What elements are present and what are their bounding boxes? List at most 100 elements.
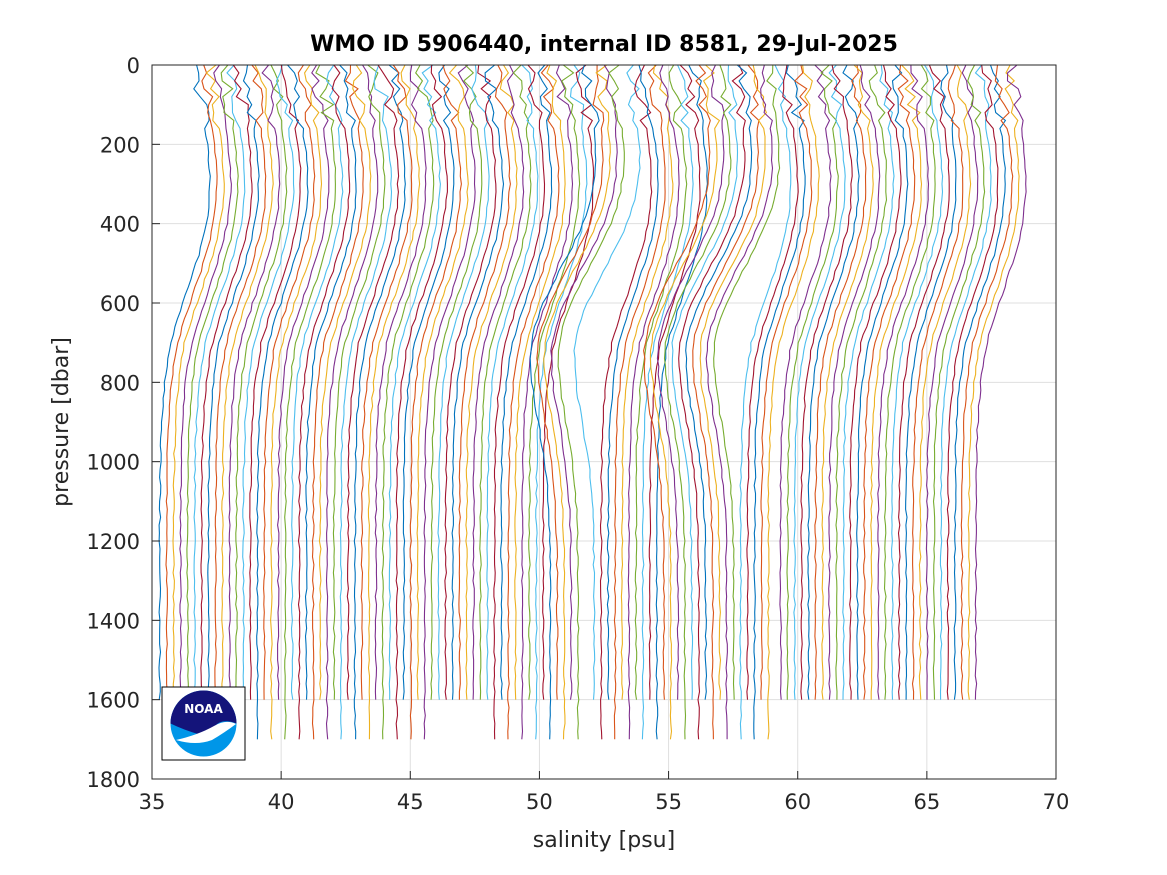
salinity-profile-line: [891, 64, 944, 700]
salinity-profile-line: [655, 64, 708, 740]
salinity-profile-line: [641, 64, 694, 740]
salinity-profile-line: [536, 64, 605, 700]
salinity-profile-line: [835, 64, 888, 700]
salinity-profile-line: [521, 64, 574, 740]
y-tick-label: 200: [100, 133, 140, 157]
salinity-profile-line: [207, 64, 260, 700]
salinity-profile-line: [249, 64, 302, 700]
salinity-profile-line: [290, 64, 344, 700]
salinity-profile-line: [779, 64, 832, 700]
salinity-profile-line: [543, 64, 611, 740]
salinity-profile-line: [918, 64, 972, 700]
salinity-profile-line: [953, 64, 1007, 700]
salinity-profile-line: [395, 64, 448, 740]
salinity-profile-line: [529, 64, 600, 740]
salinity-profile-line: [828, 64, 881, 700]
salinity-profile-line: [402, 64, 455, 700]
salinity-profile-line: [458, 64, 511, 700]
salinity-profile-line: [814, 64, 867, 700]
y-tick-label: 0: [127, 54, 140, 78]
salinity-profile-line: [500, 64, 553, 700]
salinity-profile-line: [186, 64, 239, 700]
salinity-profile-line: [423, 64, 476, 740]
salinity-profile-line: [842, 64, 895, 700]
salinity-profile-line: [451, 64, 505, 700]
salinity-profile-line: [821, 64, 874, 700]
salinity-profile-line: [535, 64, 588, 740]
salinity-profile-line: [179, 64, 232, 700]
salinity-profile-line: [514, 64, 566, 700]
salinity-profile-line: [318, 64, 372, 700]
salinity-profile-line: [925, 64, 979, 700]
salinity-profile-line: [974, 64, 1027, 700]
salinity-profile-line: [444, 64, 497, 700]
salinity-profile-line: [634, 64, 688, 700]
salinity-profile-line: [753, 64, 806, 740]
profiles-group: [158, 64, 1027, 740]
salinity-profile-line: [793, 64, 846, 700]
salinity-profile-line: [486, 64, 539, 700]
salinity-profile-line: [284, 64, 337, 740]
salinity-profile-line: [270, 64, 323, 740]
salinity-profile-line: [877, 64, 930, 700]
salinity-profile-line: [381, 64, 435, 740]
y-axis-label: pressure [dbar]: [49, 337, 74, 507]
salinity-profile-line: [332, 64, 386, 700]
salinity-profile-line: [346, 64, 400, 700]
salinity-profile-line: [606, 64, 659, 700]
salinity-profile-line: [193, 64, 246, 700]
y-ticks: 0 200 400 600 800 1000 1200 1400 1600 1800: [87, 54, 160, 792]
salinity-profile-line: [465, 64, 518, 700]
salinity-profile-line: [374, 64, 427, 700]
y-tick-label: 1600: [87, 689, 140, 713]
salinity-profile-line: [807, 64, 860, 700]
salinity-profile-line: [699, 64, 768, 700]
x-tick-label: 35: [139, 790, 166, 814]
salinity-profile-line: [277, 64, 330, 700]
salinity-profile-line: [409, 64, 462, 740]
noaa-logo: NOAA: [161, 686, 246, 761]
salinity-profile-line: [235, 64, 288, 700]
x-tick-label: 65: [913, 790, 940, 814]
salinity-profile-line: [649, 64, 721, 740]
axes-frame: [151, 64, 1057, 780]
salinity-profile-line: [692, 64, 760, 740]
x-tick-label: 70: [1043, 790, 1070, 814]
logo-text: NOAA: [184, 702, 223, 716]
salinity-profile-line: [528, 64, 581, 700]
y-tick-label: 600: [100, 292, 140, 316]
salinity-profile-line: [158, 64, 211, 700]
salinity-profile-line: [325, 64, 379, 740]
x-tick-label: 55: [655, 790, 682, 814]
salinity-profile-line: [242, 64, 295, 700]
salinity-profile-line: [172, 64, 225, 700]
chart-title: WMO ID 5906440, internal ID 8581, 29-Jul…: [310, 32, 898, 57]
salinity-profile-line: [557, 64, 625, 740]
salinity-profile-line: [671, 64, 739, 700]
salinity-profile-line: [932, 64, 986, 700]
salinity-profile-line: [786, 64, 839, 700]
salinity-profile-line: [542, 64, 595, 700]
salinity-profile-line: [746, 64, 799, 700]
x-tick-label: 40: [268, 790, 295, 814]
salinity-profile-line: [297, 64, 351, 740]
salinity-profile-line: [388, 64, 441, 700]
y-tick-label: 800: [100, 371, 140, 395]
salinity-profile-line: [849, 64, 902, 700]
salinity-profile-line: [200, 64, 253, 700]
salinity-profile-line: [685, 64, 753, 700]
salinity-profile-line: [648, 64, 701, 700]
salinity-profile-line: [883, 64, 936, 700]
salinity-profile-line: [705, 64, 774, 740]
salinity-profile-line: [939, 64, 992, 700]
logo-top: [170, 690, 237, 735]
salinity-profile-line: [416, 64, 469, 700]
x-tick-label: 50: [526, 790, 553, 814]
salinity-profile-line: [367, 64, 421, 740]
y-tick-label: 1400: [87, 609, 140, 633]
y-tick-label: 1800: [87, 768, 140, 792]
salinity-profile-line: [760, 64, 813, 700]
salinity-profile-line: [360, 64, 413, 700]
salinity-profile-line: [256, 64, 309, 740]
